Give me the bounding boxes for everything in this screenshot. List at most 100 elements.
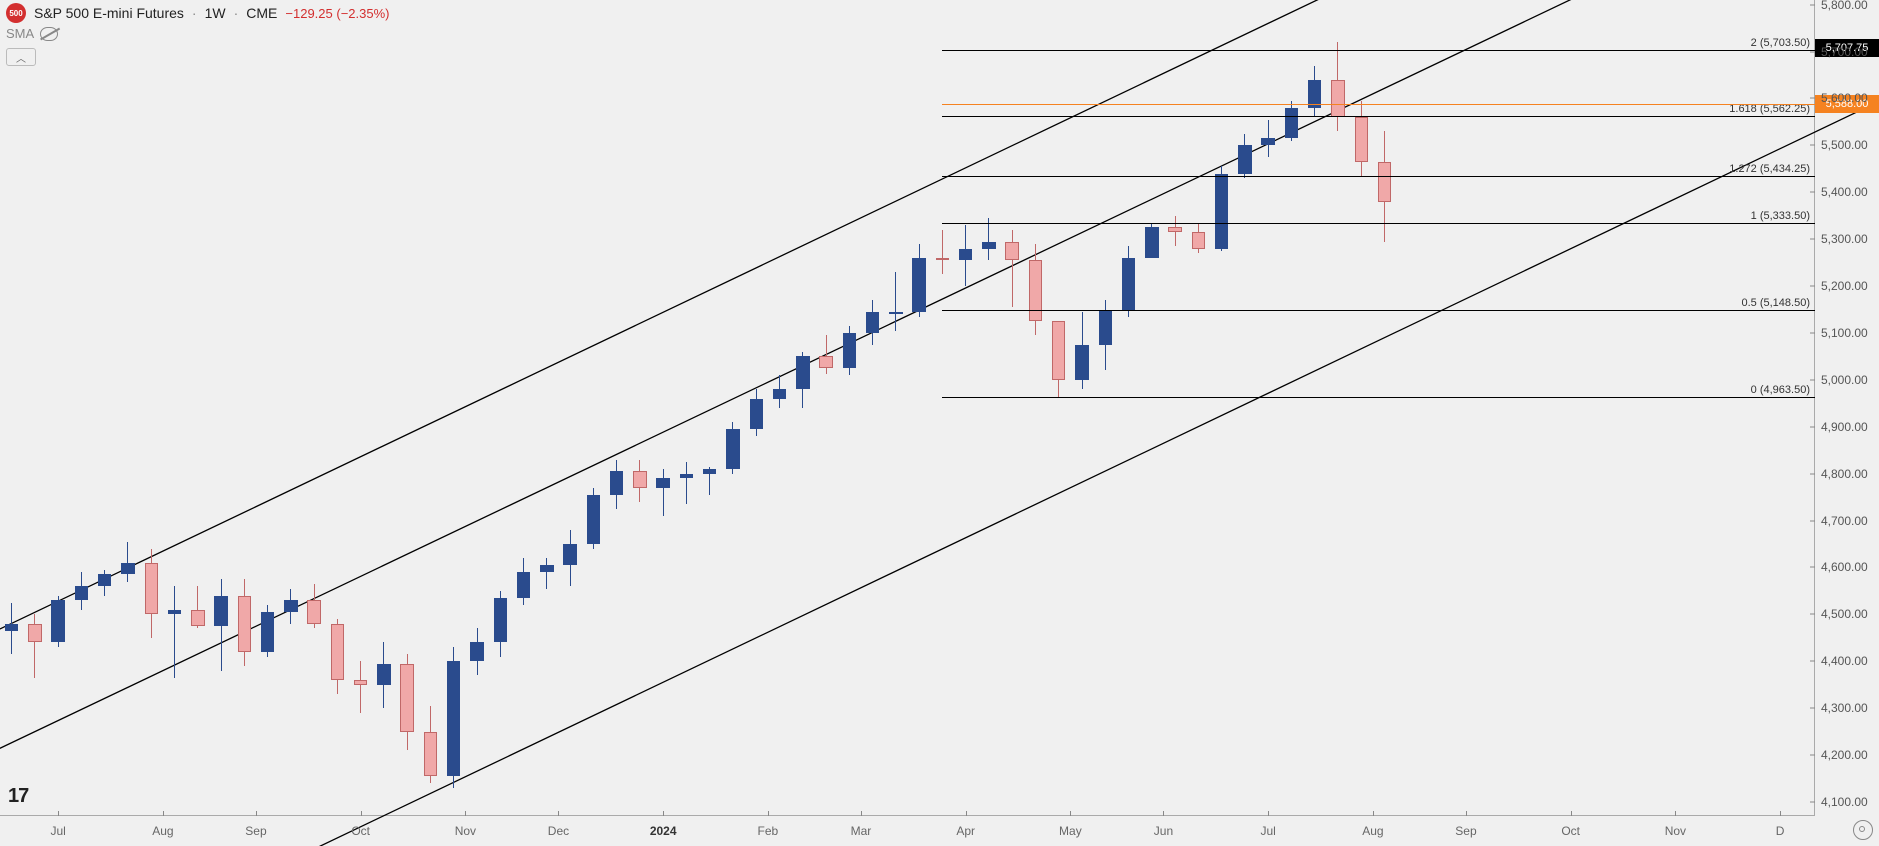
candle-wick [895,272,896,331]
candle-body[interactable] [1099,310,1112,345]
candle-body[interactable] [1355,117,1368,162]
candle-body[interactable] [982,242,995,249]
candle-body[interactable] [563,544,576,565]
candle-body[interactable] [214,596,227,626]
candle-body[interactable] [1285,108,1298,138]
time-axis-line [0,815,1815,816]
candle-body[interactable] [354,680,367,685]
time-tick [1466,811,1467,816]
candle-body[interactable] [400,664,413,732]
fib-line[interactable] [942,50,1815,51]
time-tick [465,811,466,816]
price-tick [1810,426,1815,427]
candle-body[interactable] [261,612,274,652]
candle-body[interactable] [1122,258,1135,310]
candle-body[interactable] [5,624,18,631]
candle-body[interactable] [51,600,64,642]
candle-body[interactable] [168,610,181,615]
candle-body[interactable] [750,399,763,429]
candle-body[interactable] [633,471,646,487]
candle-body[interactable] [1029,260,1042,321]
candle-body[interactable] [1331,80,1344,118]
price-tick [1810,473,1815,474]
candle-body[interactable] [819,356,832,368]
candle-body[interactable] [331,624,344,680]
candle-body[interactable] [238,596,251,652]
fib-line[interactable] [942,116,1815,117]
candle-body[interactable] [284,600,297,612]
candle-body[interactable] [773,389,786,398]
indicator-name: SMA [6,26,34,41]
candle-body[interactable] [959,249,972,261]
price-tick-label: 5,600.00 [1815,91,1879,105]
current-price-line [942,104,1815,105]
candle-body[interactable] [1192,232,1205,248]
interval-label[interactable]: 1W [205,5,226,21]
price-tick-label: 4,500.00 [1815,607,1879,621]
settings-gear-icon[interactable] [1853,820,1873,840]
candle-body[interactable] [1378,162,1391,202]
candle-body[interactable] [656,478,669,487]
symbol-title[interactable]: S&P 500 E-mini Futures [34,5,184,21]
price-tick [1810,801,1815,802]
candle-body[interactable] [121,563,134,575]
price-tick-label: 4,800.00 [1815,467,1879,481]
candle-body[interactable] [680,474,693,479]
time-tick-label: Jul [51,824,66,838]
time-tick-label: Sep [1455,824,1476,838]
candle-body[interactable] [540,565,553,572]
candle-body[interactable] [191,610,204,626]
price-tick [1810,51,1815,52]
candle-body[interactable] [843,333,856,368]
candle-body[interactable] [424,732,437,777]
tradingview-logo[interactable]: 17 [8,785,28,808]
candle-body[interactable] [1261,138,1274,145]
candle-body[interactable] [866,312,879,333]
candle-body[interactable] [889,312,902,314]
candle-body[interactable] [75,586,88,600]
candle-body[interactable] [936,258,949,260]
fib-line[interactable] [942,176,1815,177]
candle-body[interactable] [610,471,623,494]
collapse-button[interactable]: ︿ [6,48,36,66]
candle-body[interactable] [796,356,809,389]
price-tick-label: 5,400.00 [1815,185,1879,199]
candle-body[interactable] [145,563,158,615]
candle-body[interactable] [1075,345,1088,380]
time-tick [256,811,257,816]
candle-body[interactable] [28,624,41,643]
candle-body[interactable] [517,572,530,598]
fib-line[interactable] [942,223,1815,224]
candle-body[interactable] [1238,145,1251,173]
visibility-toggle-icon[interactable] [40,27,58,41]
trendline[interactable] [0,0,1879,846]
trendline[interactable] [0,0,1879,846]
candle-body[interactable] [447,661,460,776]
candle-body[interactable] [98,574,111,586]
fib-line[interactable] [942,397,1815,398]
candle-body[interactable] [377,664,390,685]
separator: · [234,5,239,21]
trendline[interactable] [0,0,1879,846]
candle-body[interactable] [703,469,716,474]
candle-body[interactable] [470,642,483,661]
candle-body[interactable] [726,429,739,469]
time-tick [861,811,862,816]
candle-body[interactable] [587,495,600,544]
indicator-row[interactable]: SMA [6,26,58,41]
candle-body[interactable] [1005,242,1018,261]
symbol-icon[interactable]: 500 [6,3,26,23]
candle-body[interactable] [1168,227,1181,232]
price-tick-label: 5,100.00 [1815,326,1879,340]
price-tick [1810,708,1815,709]
candle-body[interactable] [1052,321,1065,380]
candle-wick [174,586,175,677]
candle-body[interactable] [1215,174,1228,249]
candle-body[interactable] [494,598,507,643]
fib-line[interactable] [942,310,1815,311]
price-tick [1810,192,1815,193]
candle-body[interactable] [912,258,925,312]
chart-area[interactable]: 500 S&P 500 E-mini Futures · 1W · CME −1… [0,0,1879,846]
candle-body[interactable] [1145,227,1158,257]
candle-body[interactable] [307,600,320,623]
